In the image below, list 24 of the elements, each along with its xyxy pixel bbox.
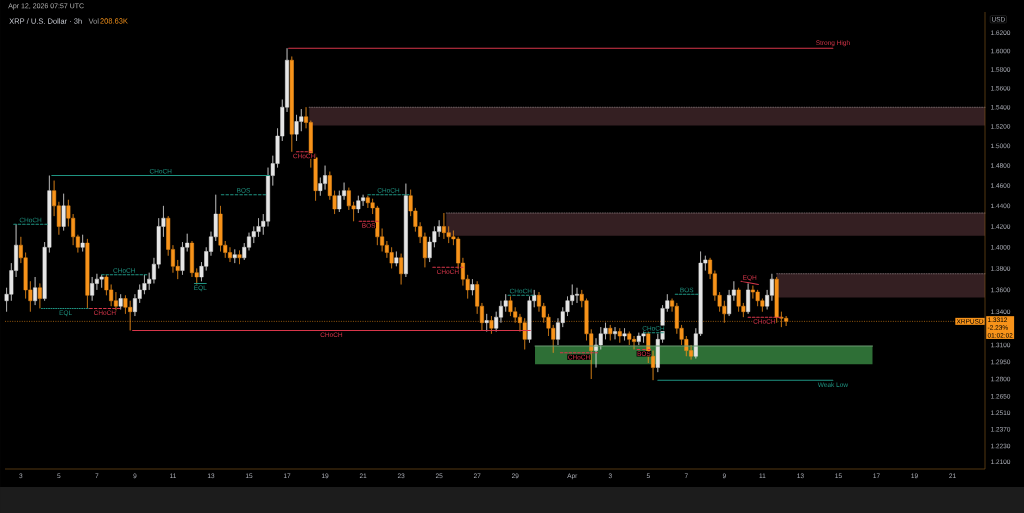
candlestick xyxy=(80,234,85,252)
candlestick xyxy=(356,195,361,214)
candlestick xyxy=(90,276,95,301)
candlestick xyxy=(489,315,494,335)
candlestick xyxy=(33,276,38,306)
candlestick xyxy=(613,326,617,340)
candlestick xyxy=(470,278,475,296)
candlestick xyxy=(608,324,613,341)
candlestick xyxy=(394,251,399,267)
candlestick xyxy=(622,327,627,341)
candlestick xyxy=(232,249,237,264)
candlestick xyxy=(484,313,489,332)
candlestick xyxy=(99,274,104,288)
candlestick xyxy=(617,327,622,343)
candlestick xyxy=(746,283,751,315)
candlestick xyxy=(237,250,242,265)
candlestick xyxy=(61,193,66,231)
candlestick xyxy=(289,56,294,152)
candlestick xyxy=(627,331,632,346)
candlestick xyxy=(118,293,123,310)
candlestick xyxy=(399,253,404,285)
candlestick xyxy=(85,238,90,309)
candlestick xyxy=(403,183,408,278)
candlestick xyxy=(37,283,42,309)
